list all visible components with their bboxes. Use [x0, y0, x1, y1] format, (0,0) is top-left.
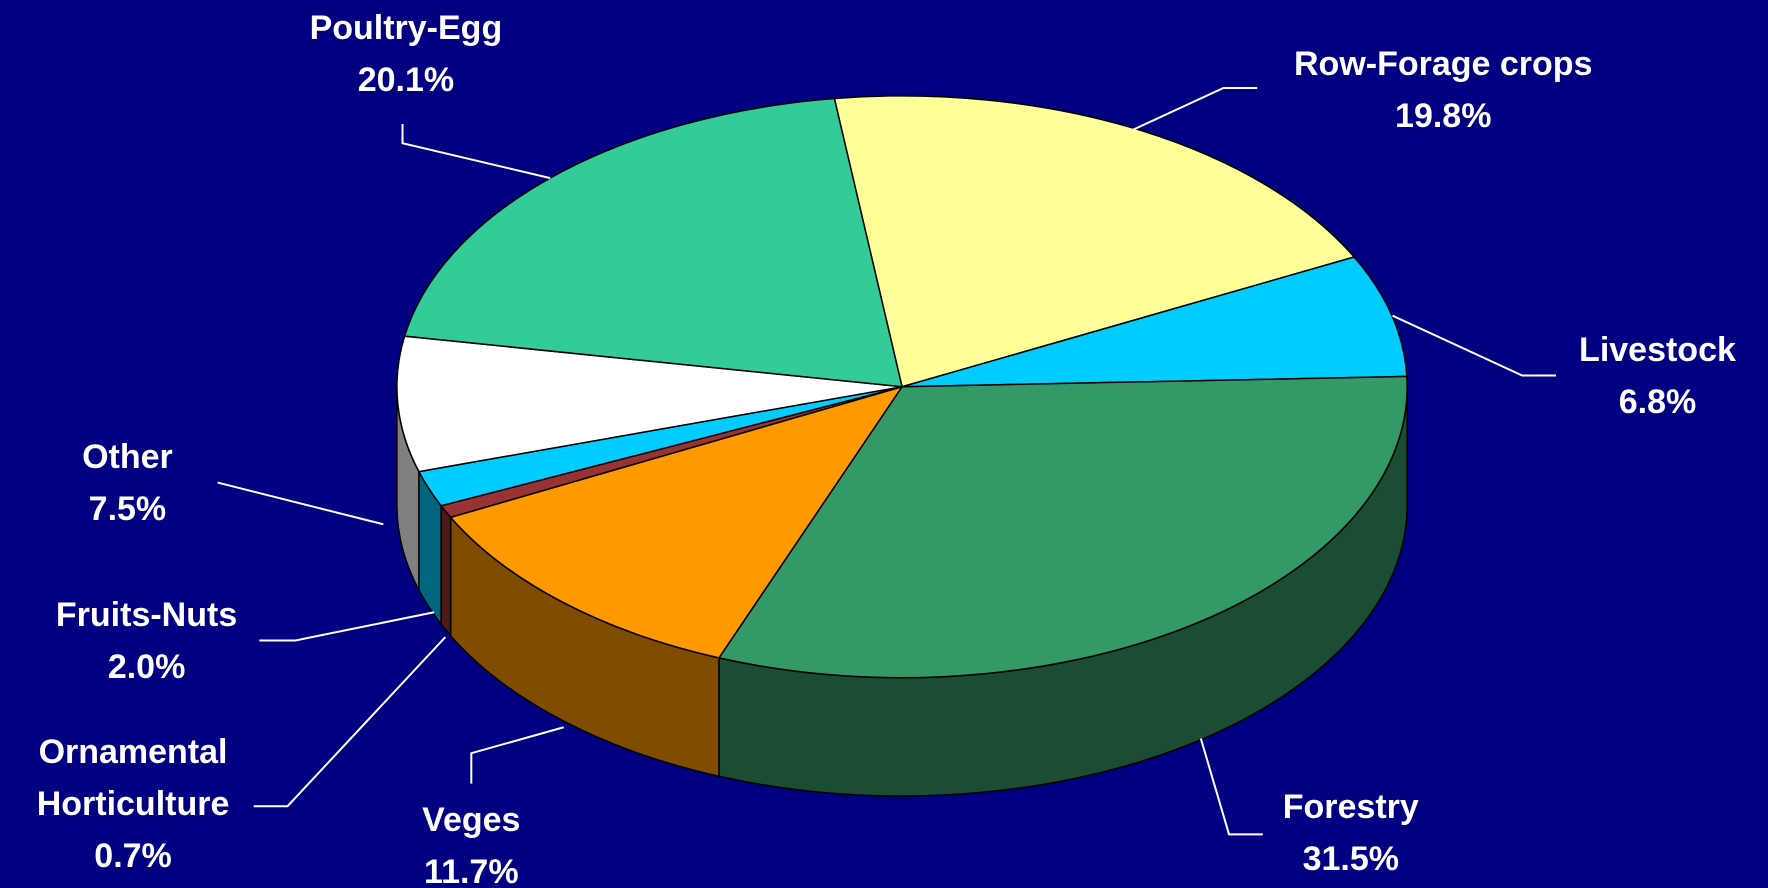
slice-label: Ornamental Horticulture 0.7%: [3, 726, 262, 882]
slice-label: Other 7.5%: [15, 431, 241, 535]
slice-label: Livestock 6.8%: [1511, 324, 1768, 428]
slice-name: Ornamental Horticulture: [36, 733, 230, 824]
leader-line: [253, 636, 447, 808]
leader-line: [401, 124, 551, 180]
slice-value: 7.5%: [88, 489, 167, 528]
slice: [833, 95, 1356, 388]
slice-name: Poultry-Egg: [309, 9, 503, 48]
slice-value: 6.8%: [1618, 382, 1697, 421]
slice-name: Other: [82, 437, 173, 476]
leader-line: [1199, 738, 1263, 836]
leader-line: [1132, 86, 1258, 131]
leader-line: [470, 726, 565, 784]
leader-line: [1392, 314, 1557, 377]
slice: [396, 335, 903, 473]
slice: [403, 97, 904, 388]
slice-name: Livestock: [1579, 330, 1736, 369]
slice-name: Veges: [422, 800, 521, 839]
slice-side: [440, 503, 452, 638]
slice-value: 19.8%: [1395, 97, 1492, 136]
slice-name: Fruits-Nuts: [55, 595, 238, 634]
slice-value: 31.5%: [1302, 840, 1399, 879]
slice-label: Fruits-Nuts 2.0%: [0, 589, 293, 693]
slice-value: 0.7%: [94, 837, 172, 876]
leader-line: [217, 481, 384, 526]
leader-line: [259, 611, 435, 642]
slice-label: Poultry-Egg 20.1%: [259, 2, 552, 106]
slice-name: Forestry: [1282, 788, 1419, 827]
slice-name: Row-Forage crops: [1294, 45, 1593, 84]
slice-value: 11.7%: [424, 852, 519, 888]
slice-label: Forestry 31.5%: [1204, 781, 1497, 885]
slice: [449, 385, 904, 659]
slice: [901, 256, 1408, 388]
slice-label: Row-Forage crops 19.8%: [1206, 38, 1680, 142]
slice-label: Veges 11.7%: [336, 794, 607, 888]
slice: [717, 375, 1408, 679]
slice-value: 2.0%: [107, 647, 186, 686]
slice-value: 20.1%: [357, 61, 455, 100]
